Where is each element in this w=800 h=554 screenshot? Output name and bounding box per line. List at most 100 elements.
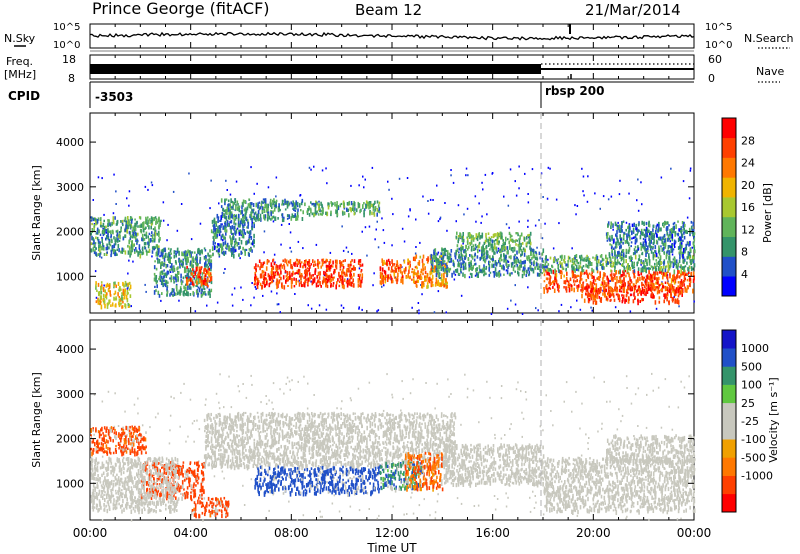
echo-cell <box>100 285 102 291</box>
echo-cell <box>517 233 519 237</box>
echo-cell <box>238 210 241 213</box>
echo-cell <box>526 241 529 244</box>
echo-cell <box>619 285 621 288</box>
echo-cell <box>378 201 381 205</box>
echo-cell <box>319 281 321 286</box>
echo-cell <box>182 261 184 266</box>
echo-cell <box>675 259 678 264</box>
echo-cell <box>669 284 671 288</box>
echo-cell <box>650 239 652 244</box>
scatter-cell <box>591 309 593 312</box>
echo-cell <box>208 288 211 291</box>
echo-cell <box>519 234 521 240</box>
echo-cell <box>677 262 680 268</box>
echo-cell <box>616 235 618 240</box>
echo-cell <box>160 265 162 269</box>
echo-cell <box>270 211 273 217</box>
echo-cell <box>497 242 500 246</box>
echo-cell <box>530 251 532 257</box>
echo-cell <box>434 266 437 270</box>
echo-cell <box>308 262 310 267</box>
scatter-cell <box>450 174 452 177</box>
echo-cell <box>215 249 218 253</box>
echo-cell <box>331 265 334 268</box>
echo-cell <box>461 257 464 261</box>
scatter-cell <box>409 209 411 212</box>
echo-cell <box>623 258 625 264</box>
echo-cell <box>184 266 186 272</box>
echo-cell <box>232 232 234 236</box>
scatter-cell <box>218 202 220 205</box>
echo-cell <box>596 255 599 261</box>
echo-cell <box>296 263 299 267</box>
echo-cell <box>655 233 658 238</box>
echo-cell <box>509 244 511 248</box>
echo-cell <box>251 249 253 253</box>
echo-cell <box>286 264 289 267</box>
echo-cell <box>503 273 505 276</box>
power-colorbar-tick: 24 <box>741 157 755 170</box>
echo-cell <box>148 248 151 253</box>
echo-cell <box>521 242 524 245</box>
echo-cell <box>341 272 343 277</box>
echo-cell <box>479 257 481 261</box>
echo-cell <box>476 267 478 272</box>
echo-cell <box>113 286 115 289</box>
echo-cell <box>424 275 426 281</box>
echo-cell <box>307 267 309 270</box>
echo-cell <box>510 247 513 252</box>
echo-cell <box>647 245 649 251</box>
scatter-cell <box>297 240 300 243</box>
echo-cell <box>445 249 447 253</box>
echo-cell <box>677 294 680 298</box>
echo-cell <box>452 259 454 263</box>
echo-cell <box>504 241 506 246</box>
echo-cell <box>243 208 246 212</box>
echo-cell <box>496 251 498 254</box>
echo-cell <box>273 201 276 204</box>
echo-cell <box>476 255 479 259</box>
echo-cell <box>446 273 449 276</box>
echo-cell <box>313 203 315 207</box>
echo-cell <box>134 236 137 240</box>
scatter-cell <box>542 196 544 198</box>
echo-cell <box>453 270 455 275</box>
echo-cell <box>146 222 148 226</box>
echo-cell <box>589 290 592 293</box>
echo-cell <box>220 249 223 254</box>
echo-cell <box>684 258 686 262</box>
echo-cell <box>620 244 622 249</box>
echo-cell <box>213 233 216 238</box>
echo-cell <box>603 272 605 275</box>
echo-cell <box>576 287 579 292</box>
echo-cell <box>193 283 195 287</box>
echo-cell <box>441 282 444 287</box>
echo-cell <box>584 287 586 290</box>
echo-cell <box>182 258 185 261</box>
echo-cell <box>615 223 618 227</box>
echo-cell <box>209 262 211 267</box>
echo-cell <box>301 283 303 288</box>
echo-cell <box>234 241 236 245</box>
echo-cell <box>681 288 684 294</box>
scatter-cell <box>277 303 280 306</box>
echo-cell <box>220 205 223 209</box>
echo-cell <box>346 282 349 288</box>
echo-cell <box>277 209 280 212</box>
echo-cell <box>613 247 615 250</box>
scatter-cell <box>187 435 189 438</box>
echo-cell <box>224 228 226 233</box>
echo-cell <box>102 229 105 234</box>
echo-cell <box>327 202 329 207</box>
echo-cell <box>175 250 177 253</box>
echo-cell <box>380 280 383 286</box>
scatter-cell <box>172 190 175 193</box>
echo-cell <box>640 272 642 276</box>
echo-cell <box>198 279 200 285</box>
echo-cell <box>480 235 482 239</box>
echo-cell <box>654 266 657 272</box>
echo-cell <box>489 238 492 242</box>
echo-cell <box>444 251 446 256</box>
scatter-cell <box>436 184 438 187</box>
echo-cell <box>441 273 443 277</box>
